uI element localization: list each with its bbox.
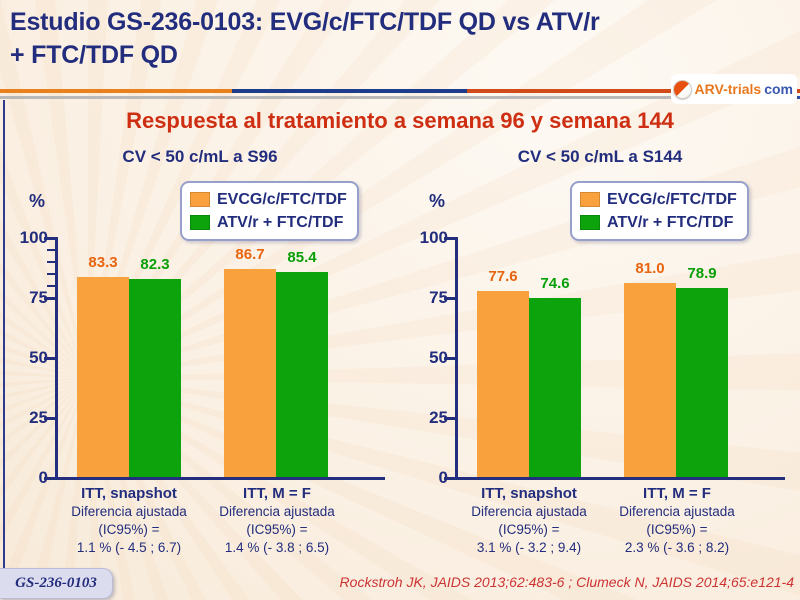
chart-1-y-axis-unit-label: %: [29, 191, 46, 211]
header-divider-top: [0, 89, 800, 93]
chart-2-bar-evcg: [477, 290, 529, 477]
chart-2-y-tick: [444, 237, 455, 240]
chart-2-category-name: ITT, snapshot: [481, 485, 577, 502]
legend-swatch-icon: [190, 215, 210, 230]
chart-1-y-tick: [44, 297, 55, 300]
reference-citation: Rockstroh JK, JAIDS 2013;62:483-6 ; Clum…: [339, 574, 794, 590]
legend-label: EVCG/c/FTC/TDF: [217, 190, 347, 208]
chart-1-bar-value-label: 86.7: [235, 245, 265, 263]
chart-2-category-subline: Diferencia ajustada: [471, 504, 587, 519]
chart-1-bar-value-label: 85.4: [287, 249, 317, 267]
slide-title-line2: + FTC/TDF QD: [10, 41, 178, 69]
chart-2-title: CV < 50 c/mL a S144: [517, 147, 683, 166]
chart-1-category-subline: Diferencia ajustada: [71, 504, 187, 519]
chart-1-bar-value-label: 83.3: [88, 254, 118, 272]
divider-segment: [232, 89, 467, 93]
study-id-badge: GS-236-0103: [0, 568, 113, 599]
slide-title: Estudio GS-236-0103: EVG/c/FTC/TDF QD vs…: [10, 6, 790, 72]
chart-1-title: CV < 50 c/mL a S96: [122, 147, 278, 166]
chart-1-category-label: ITT, M = F Diferencia ajustada (IC95%) = 1.…: [192, 484, 362, 557]
chart-1-y-tick-label: 25: [29, 408, 48, 427]
legend-label: ATV/r + FTC/TDF: [607, 213, 734, 231]
chart-1-legend-row: ATV/r + FTC/TDF: [190, 211, 347, 234]
chart-1-legend-box: EVCG/c/FTC/TDF ATV/r + FTC/TDF: [180, 181, 359, 241]
chart-2-x-axis-line: [455, 477, 785, 480]
chart-2-bar-atv: [676, 287, 728, 477]
divider-segment: [0, 96, 712, 99]
legend-label: EVCG/c/FTC/TDF: [607, 190, 737, 208]
chart-2-y-tick-label: 0: [438, 468, 448, 487]
chart-1-legend-row: EVCG/c/FTC/TDF: [190, 188, 347, 211]
chart-1-category-subline: (IC95%) =: [98, 522, 160, 537]
slide-title-line1: Estudio GS-236-0103: EVG/c/FTC/TDF QD vs…: [10, 8, 600, 36]
chart-2-legend-row: ATV/r + FTC/TDF: [580, 211, 737, 234]
divider-segment: [0, 89, 232, 93]
chart-1-bar-evcg: [224, 268, 276, 477]
chart-1-y-tick-label: 0: [38, 468, 48, 487]
chart-1-bar-atv: [129, 279, 181, 477]
chart-2-category-subline: (IC95%) =: [498, 522, 560, 537]
chart-1-y-axis-line: [55, 237, 58, 480]
chart-2-legend-box: EVCG/c/FTC/TDF ATV/r + FTC/TDF: [570, 181, 749, 241]
chart-2-category-label: ITT, snapshot Diferencia ajustada (IC95%) …: [444, 484, 614, 557]
chart-2-category-subline: Diferencia ajustada: [619, 504, 735, 519]
chart-1-bar-atv: [276, 272, 328, 477]
chart-2-y-tick-label: 75: [429, 288, 448, 307]
chart-1-category-name: ITT, snapshot: [81, 485, 177, 502]
chart-2-category-subline: 2.3 % (- 3.6 ; 8.2): [624, 540, 730, 555]
pill-icon: [672, 79, 692, 99]
chart-1-category-subline: Diferencia ajustada: [219, 504, 335, 519]
chart-1-y-tick: [44, 477, 55, 480]
chart-1-category-name: ITT, M = F: [243, 485, 311, 502]
chart-2-bar-value-label: 77.6: [488, 267, 518, 285]
chart-2-y-tick-label: 100: [419, 228, 448, 247]
chart-1-category-label: ITT, snapshot Diferencia ajustada (IC95%) …: [44, 484, 214, 557]
chart-2-category-subline: (IC95%) =: [646, 522, 708, 537]
left-border-line: [3, 100, 5, 572]
logo-text-suffix: com: [764, 81, 793, 97]
legend-label: ATV/r + FTC/TDF: [217, 213, 344, 231]
chart-2-category-label: ITT, M = F Diferencia ajustada (IC95%) = 2.…: [592, 484, 762, 557]
chart-2-bar-atv: [529, 297, 581, 477]
chart-2-bar-value-label: 74.6: [540, 274, 570, 292]
arv-trials-logo[interactable]: ARV-trials com: [670, 74, 797, 104]
chart-1-y-tick-label: 75: [29, 288, 48, 307]
chart-1-y-tick-label: 50: [29, 348, 48, 367]
chart-1-category-subline: (IC95%) =: [246, 522, 308, 537]
divider-segment: [467, 89, 800, 93]
chart-2-y-tick-label: 25: [429, 408, 448, 427]
chart-2-y-tick: [444, 417, 455, 420]
legend-swatch-icon: [580, 215, 600, 230]
chart-2-y-tick: [444, 477, 455, 480]
chart-2-y-axis-line: [455, 237, 458, 480]
chart-1-y-tick: [44, 357, 55, 360]
chart-1-bar-evcg: [77, 277, 129, 477]
chart-1-y-minor-tick: [47, 261, 55, 263]
chart-2-y-tick: [444, 357, 455, 360]
chart-1-category-subline: 1.4 % (- 3.8 ; 6.5): [224, 540, 330, 555]
legend-swatch-icon: [190, 192, 210, 207]
chart-1-y-tick: [44, 237, 55, 240]
legend-swatch-icon: [580, 192, 600, 207]
chart-2-category-name: ITT, M = F: [643, 485, 711, 502]
chart-1-bar-value-label: 82.3: [140, 256, 170, 274]
chart-2-y-tick: [444, 297, 455, 300]
chart-1-y-tick-label: 100: [19, 228, 48, 247]
chart-2-y-tick-label: 50: [429, 348, 448, 367]
chart-1-y-minor-tick: [47, 285, 55, 287]
chart-1-y-minor-tick: [47, 249, 55, 251]
chart-1-category-subline: 1.1 % (- 4.5 ; 6.7): [76, 540, 182, 555]
chart-2-bar-value-label: 81.0: [635, 259, 665, 277]
chart-2-category-subline: 3.1 % (- 3.2 ; 9.4): [476, 540, 582, 555]
chart-1-y-minor-tick: [47, 273, 55, 275]
chart-2-legend-row: EVCG/c/FTC/TDF: [580, 188, 737, 211]
chart-2-y-axis-unit-label: %: [429, 191, 446, 211]
chart-1-y-tick: [44, 417, 55, 420]
slide-subtitle: Respuesta al tratamiento a semana 96 y s…: [126, 108, 674, 133]
chart-1-x-axis-line: [55, 477, 385, 480]
chart-2-bar-evcg: [624, 282, 676, 477]
chart-2-bar-value-label: 78.9: [687, 264, 717, 282]
logo-text-main: ARV-trials: [694, 81, 762, 97]
